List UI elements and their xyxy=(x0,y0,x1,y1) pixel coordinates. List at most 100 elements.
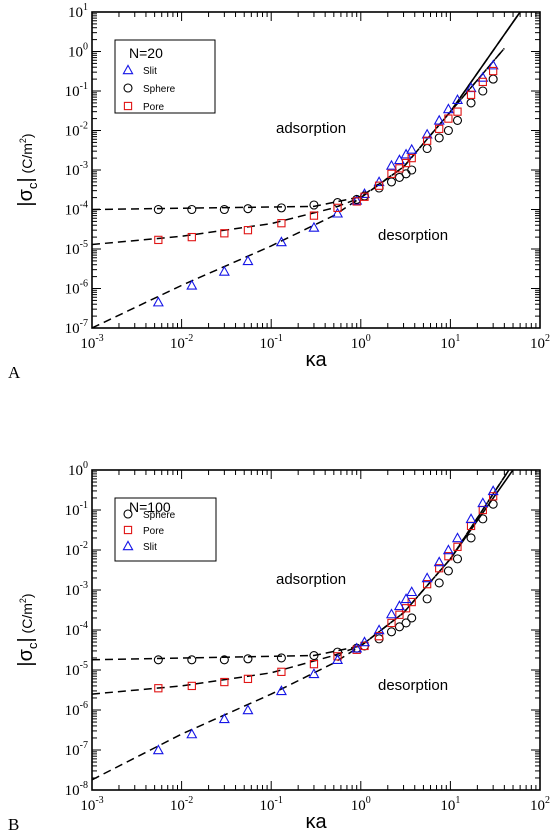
data-point-pore xyxy=(453,107,462,116)
data-point-pore xyxy=(401,158,411,168)
data-point-sphere xyxy=(466,98,476,108)
y-axis-label: |σc| (C/m2) xyxy=(15,593,40,666)
data-point-sphere xyxy=(401,618,411,628)
data-point-pore xyxy=(444,114,453,123)
data-points xyxy=(152,485,499,755)
data-point-pore xyxy=(435,124,444,134)
y-tick-label: 10-6 xyxy=(65,279,88,298)
legend-label-sphere: Sphere xyxy=(143,84,176,95)
data-point-sphere xyxy=(309,200,319,210)
data-point-pore xyxy=(220,229,229,238)
data-point-slit xyxy=(152,744,164,755)
data-point-slit xyxy=(351,642,363,653)
data-point-slit xyxy=(186,279,198,290)
data-point-pore xyxy=(374,181,384,190)
data-point-sphere xyxy=(309,650,319,661)
series-pore xyxy=(154,492,498,693)
data-point-pore xyxy=(352,197,361,206)
data-point-sphere xyxy=(153,655,163,665)
data-point-pore xyxy=(435,564,444,573)
data-point-sphere xyxy=(488,74,498,84)
data-point-pore xyxy=(309,660,319,669)
data-point-sphere xyxy=(422,143,432,154)
data-point-sphere xyxy=(243,204,253,214)
annotation-desorption: desorption xyxy=(378,677,448,694)
data-point-sphere xyxy=(276,653,286,663)
x-tick-label: 100 xyxy=(351,795,371,814)
data-point-slit xyxy=(487,485,499,496)
x-tick-label: 100 xyxy=(351,333,371,352)
series-slit xyxy=(152,59,499,307)
y-tick-label: 10-7 xyxy=(65,318,88,337)
data-point-sphere xyxy=(219,204,229,215)
y-tick-label: 100 xyxy=(68,42,88,61)
data-point-slit xyxy=(393,600,405,611)
legend-box xyxy=(114,39,216,114)
x-tick-label: 102 xyxy=(530,333,550,352)
data-point-sphere xyxy=(422,594,432,604)
data-point-slit xyxy=(465,513,477,524)
y-tick-label: 10-4 xyxy=(65,200,88,219)
fit-curve xyxy=(92,47,505,246)
asymptote-line xyxy=(449,12,521,113)
data-point-pore xyxy=(422,580,432,589)
data-point-slit xyxy=(275,236,287,247)
data-point-sphere xyxy=(243,654,253,664)
data-point-pore xyxy=(243,226,253,235)
legend-label-pore: Pore xyxy=(143,102,165,113)
annotation-adsorption: adsorption xyxy=(276,120,346,137)
data-point-slit xyxy=(242,255,254,266)
x-tick-label: 10-3 xyxy=(80,795,103,814)
data-point-slit xyxy=(351,194,363,205)
data-point-slit xyxy=(421,128,433,139)
y-tick-label: 10-4 xyxy=(65,620,88,639)
legend-label-slit: Slit xyxy=(143,542,157,553)
data-point-pore xyxy=(220,677,229,687)
data-point-pore xyxy=(489,66,498,76)
data-point-slit xyxy=(406,143,418,154)
y-tick-label: 10-1 xyxy=(65,500,88,519)
annotation-desorption: desorption xyxy=(378,227,448,244)
data-point-sphere xyxy=(187,204,197,215)
data-point-pore xyxy=(154,235,163,245)
legend-title: N=100 xyxy=(129,499,171,515)
data-point-pore xyxy=(187,232,196,242)
data-point-sphere xyxy=(434,133,444,143)
data-point-pore xyxy=(395,164,404,173)
fit-curve xyxy=(92,470,510,661)
data-point-pore xyxy=(333,652,342,661)
y-tick-label: 10-3 xyxy=(65,160,88,179)
y-tick-label: 10-2 xyxy=(65,121,88,140)
data-point-slit xyxy=(275,685,287,696)
data-point-pore xyxy=(374,632,384,641)
data-point-slit xyxy=(477,497,489,508)
data-point-sphere xyxy=(407,165,417,175)
data-point-pore xyxy=(333,203,342,213)
y-axis-label: |σc| (C/m2) xyxy=(15,133,40,206)
fit-curves xyxy=(92,470,514,781)
y-tick-label: 10-6 xyxy=(65,700,88,719)
y-tick-label: 10-2 xyxy=(65,540,88,559)
x-tick-label: 10-1 xyxy=(260,333,283,352)
y-tick-label: 100 xyxy=(68,460,88,479)
data-point-sphere xyxy=(332,197,343,208)
legend-label-pore: Pore xyxy=(143,526,165,537)
data-point-slit xyxy=(477,71,489,82)
x-axis-label: κa xyxy=(305,349,327,371)
data-point-pore xyxy=(489,492,498,501)
legend-title: N=20 xyxy=(129,45,163,61)
data-point-pore xyxy=(387,169,396,178)
data-point-sphere xyxy=(478,86,488,96)
data-point-slit xyxy=(373,624,385,635)
x-tick-label: 101 xyxy=(440,795,460,814)
panel-label: B xyxy=(8,815,19,832)
data-point-slit xyxy=(385,608,398,619)
data-point-slit xyxy=(332,207,344,218)
data-point-slit xyxy=(373,176,385,187)
panel-label: A xyxy=(8,363,21,382)
legend-marker-pore xyxy=(123,101,133,111)
y-tick-label: 10-5 xyxy=(65,660,88,679)
data-point-pore xyxy=(395,610,404,619)
chart-panel-a: 10-3 10-2 10-1 100 101 102 10-7 10-6 10-5 10-4 10-… xyxy=(8,2,550,382)
data-point-slit xyxy=(308,668,320,679)
